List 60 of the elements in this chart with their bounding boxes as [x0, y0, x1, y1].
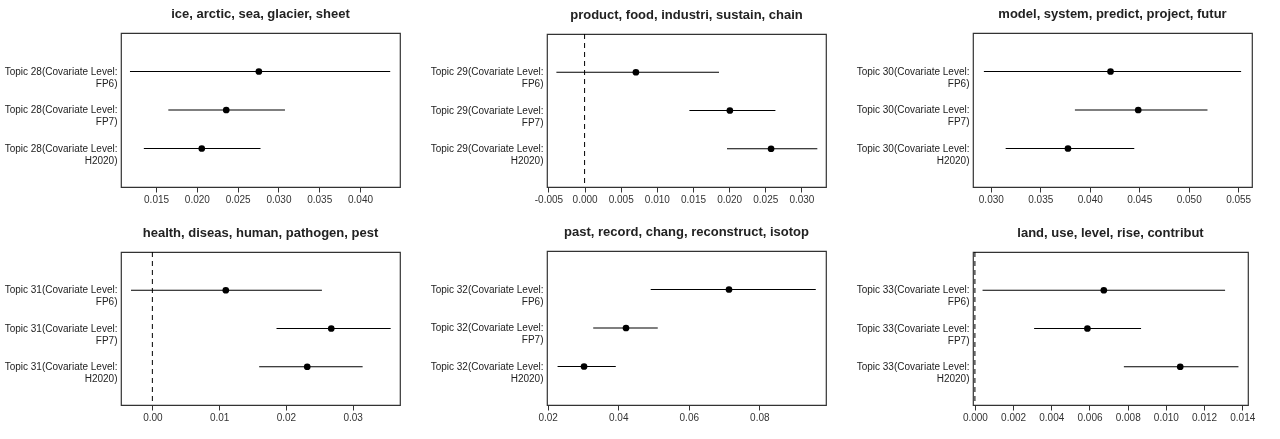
x-tick-label: 0.006 — [1077, 411, 1103, 423]
y-tick-label: Topic 28(Covariate Level: H2020) — [4, 142, 118, 166]
x-tick-label: 0.025 — [753, 193, 779, 205]
x-tick-label: 0.008 — [1115, 411, 1142, 423]
x-tick-label: 0.03 — [343, 411, 364, 423]
x-tick-label: 0.055 — [1226, 193, 1252, 205]
chart-title: past, record, chang, reconstruct, isotop — [564, 224, 809, 239]
x-tick-label: 0.035 — [307, 193, 333, 205]
x-tick-label: 0.040 — [348, 193, 374, 205]
x-tick-label: 0.030 — [789, 193, 815, 205]
chart-title: health, diseas, human, pathogen, pest — [142, 224, 379, 240]
x-tick-label: 0.020 — [184, 193, 211, 205]
x-tick-label: 0.06 — [679, 411, 700, 423]
x-tick-label: 0.08 — [750, 411, 770, 423]
y-tick-label: Topic 33(Covariate Level: FP7) — [856, 322, 970, 346]
x-tick-label: 0.012 — [1192, 411, 1218, 423]
y-tick-label: Topic 33(Covariate Level: H2020) — [856, 360, 970, 384]
x-tick-label: 0.002 — [1001, 411, 1027, 423]
y-tick-label: Topic 28(Covariate Level: FP6) — [4, 65, 118, 89]
x-tick-label: 0.030 — [978, 193, 1005, 205]
y-tick-label: Topic 32(Covariate Level: FP6) — [430, 283, 544, 307]
x-tick-label: 0.045 — [1127, 193, 1153, 205]
y-tick-label: Topic 30(Covariate Level: H2020) — [856, 142, 970, 166]
x-tick-label: 0.000 — [962, 411, 989, 423]
x-tick-label: 0.02 — [276, 411, 297, 423]
y-tick-label: Topic 29(Covariate Level: FP7) — [430, 104, 544, 128]
x-tick-label: 0.040 — [1077, 193, 1104, 205]
x-tick-label: 0.015 — [680, 193, 707, 205]
x-tick-label: 0.010 — [644, 193, 671, 205]
x-tick-label: 0.010 — [1153, 411, 1180, 423]
x-tick-label: -0.005 — [534, 193, 564, 205]
x-tick-label: 0.01 — [209, 411, 230, 423]
x-tick-label: 0.014 — [1230, 411, 1256, 423]
x-tick-label: 0.00 — [143, 411, 164, 423]
y-tick-label: Topic 31(Covariate Level: FP7) — [4, 322, 118, 346]
x-tick-label: 0.025 — [225, 193, 252, 205]
chart-title: ice, arctic, sea, glacier, sheet — [171, 6, 351, 21]
y-tick-label: Topic 33(Covariate Level: FP6) — [856, 284, 970, 308]
y-tick-label: Topic 30(Covariate Level: FP6) — [856, 65, 970, 89]
x-tick-label: 0.000 — [572, 193, 599, 205]
y-tick-label: Topic 31(Covariate Level: FP6) — [4, 284, 118, 308]
x-tick-label: 0.004 — [1039, 411, 1065, 423]
y-tick-label: Topic 29(Covariate Level: H2020) — [430, 142, 544, 166]
y-tick-label: Topic 31(Covariate Level: H2020) — [4, 360, 118, 384]
x-tick-label: 0.02 — [538, 411, 559, 423]
x-tick-label: 0.035 — [1028, 193, 1054, 205]
y-tick-label: Topic 32(Covariate Level: FP7) — [430, 322, 544, 345]
x-tick-label: 0.04 — [609, 411, 629, 423]
chart-title: product, food, industri, sustain, chain — [570, 6, 803, 22]
x-tick-label: 0.015 — [144, 193, 170, 205]
y-tick-label: Topic 32(Covariate Level: H2020) — [430, 360, 544, 384]
x-tick-label: 0.050 — [1176, 193, 1203, 205]
x-tick-label: 0.020 — [717, 193, 743, 205]
y-tick-label: Topic 30(Covariate Level: FP7) — [856, 104, 970, 127]
y-tick-label: Topic 28(Covariate Level: FP7) — [4, 104, 118, 127]
x-tick-label: 0.005 — [608, 193, 635, 205]
chart-title: land, use, level, rise, contribut — [1017, 224, 1205, 240]
x-tick-label: 0.030 — [266, 193, 292, 205]
chart-title: model, system, predict, project, futur — [998, 6, 1227, 21]
y-tick-label: Topic 29(Covariate Level: FP6) — [430, 66, 544, 90]
